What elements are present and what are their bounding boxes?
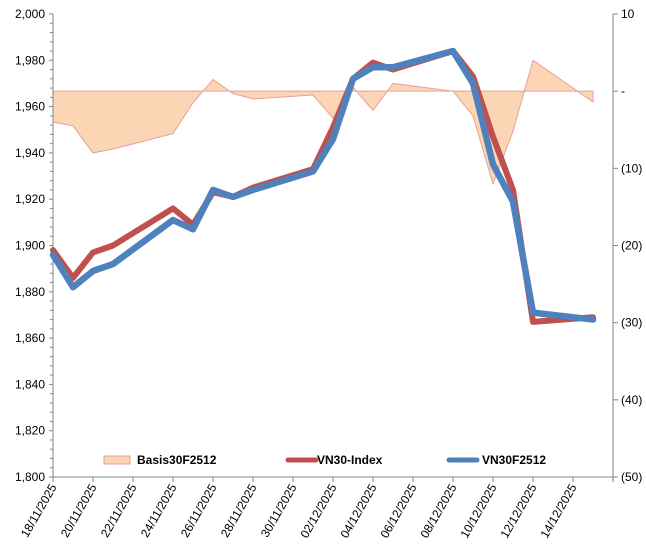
vn30-index-line bbox=[50, 48, 596, 325]
x-tick-label: 24/11/2025 bbox=[138, 481, 180, 540]
y-tick-label: 1,940 bbox=[15, 146, 45, 160]
legend-label-basis: Basis30F2512 bbox=[137, 453, 217, 467]
basis-area bbox=[52, 59, 594, 186]
legend-label-vn30-index: VN30-Index bbox=[317, 453, 383, 467]
x-tick-label: 14/12/2025 bbox=[537, 481, 579, 540]
x-tick-label: 04/12/2025 bbox=[337, 481, 379, 540]
legend: Basis30F2512 VN30-Index VN30F2512 bbox=[103, 453, 546, 467]
x-tick-label: 26/11/2025 bbox=[178, 481, 220, 540]
y-tick-label: 1,820 bbox=[15, 424, 45, 438]
y-tick-label: 1,980 bbox=[15, 53, 45, 67]
x-tick-label: 20/11/2025 bbox=[58, 481, 100, 540]
x-tick-label: 12/12/2025 bbox=[497, 481, 539, 540]
lines-layer bbox=[49, 47, 597, 325]
x-tick-label: 06/12/2025 bbox=[377, 481, 419, 540]
y-tick-label: 1,840 bbox=[15, 377, 45, 391]
y-tick-label: 1,800 bbox=[15, 470, 45, 484]
x-tick-label: 30/11/2025 bbox=[258, 481, 300, 540]
y-tick-label: 1,900 bbox=[15, 239, 45, 253]
x-tick-label: 22/11/2025 bbox=[98, 481, 140, 540]
y2-tick-label: 10 bbox=[621, 7, 635, 21]
legend-swatch-basis bbox=[103, 455, 131, 465]
y-tick-label: 2,000 bbox=[15, 7, 45, 21]
basis-area-layer bbox=[52, 59, 594, 186]
x-tick-label: 08/12/2025 bbox=[417, 481, 459, 540]
y2-tick-label: (20) bbox=[621, 239, 642, 253]
y2-tick-label: (50) bbox=[621, 470, 642, 484]
y2-tick-label: (10) bbox=[621, 161, 642, 175]
x-tick-label: 18/11/2025 bbox=[18, 481, 60, 540]
y-tick-label: 1,920 bbox=[15, 192, 45, 206]
y-tick-label: 1,880 bbox=[15, 285, 45, 299]
y-tick-label: 1,960 bbox=[15, 100, 45, 114]
y2-tick-label: (30) bbox=[621, 316, 642, 330]
x-tick-label: 02/12/2025 bbox=[297, 481, 339, 540]
y2-tick-label: - bbox=[621, 84, 625, 98]
x-tick-label: 28/11/2025 bbox=[218, 481, 260, 540]
y2-tick-label: (40) bbox=[621, 393, 642, 407]
vn30f2512-line bbox=[49, 47, 597, 323]
y-tick-label: 1,860 bbox=[15, 331, 45, 345]
legend-label-vn30f2512: VN30F2512 bbox=[482, 453, 546, 467]
x-tick-label: 10/12/2025 bbox=[457, 481, 499, 540]
